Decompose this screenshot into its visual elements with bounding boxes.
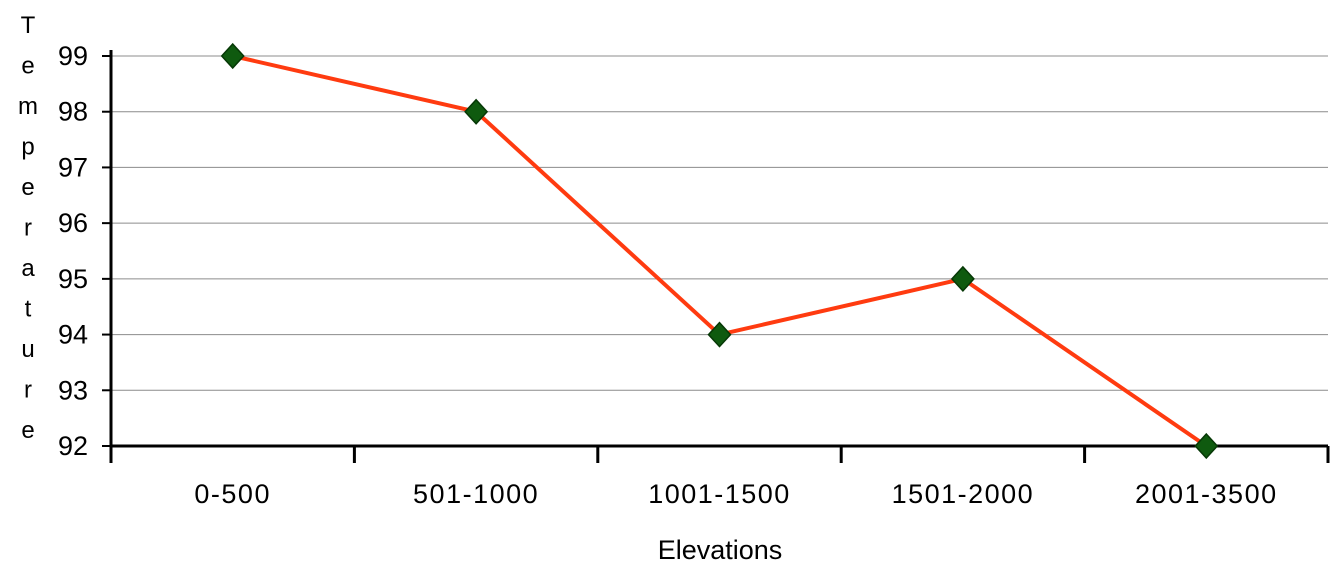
data-point-marker — [464, 98, 489, 125]
y-tick-label: 93 — [58, 375, 88, 405]
x-tick-label: 0-500 — [194, 479, 271, 509]
y-axis-title-letter: r — [24, 377, 32, 404]
x-tick-label: 1001-1500 — [648, 479, 791, 509]
y-axis-title-letter: t — [25, 296, 32, 323]
x-axis-title: Elevations — [658, 535, 783, 565]
x-tick-label: 501-1000 — [413, 479, 539, 509]
y-axis-title-letter: e — [21, 174, 34, 201]
y-axis-title-letter: e — [21, 53, 34, 80]
series-temperature — [220, 42, 1219, 460]
y-tick-label: 92 — [58, 431, 88, 461]
y-tick-labels: 92 93 94 95 96 97 98 99 — [58, 41, 88, 461]
axes — [102, 50, 1330, 463]
y-axis-title-letter: p — [21, 134, 34, 161]
y-axis-title-letter: u — [21, 336, 34, 363]
y-tick-label: 94 — [58, 320, 88, 350]
y-axis-title-letter: T — [21, 12, 36, 39]
data-point-marker — [1194, 432, 1219, 460]
y-tick-label: 96 — [58, 208, 88, 238]
data-point-marker — [707, 321, 732, 348]
y-tick-label: 99 — [58, 41, 88, 71]
y-axis-title-letter: m — [18, 93, 38, 120]
y-tick-label: 95 — [58, 264, 88, 294]
gridlines — [111, 55, 1328, 391]
data-point-marker — [950, 265, 975, 292]
y-axis-title-letter: a — [21, 255, 35, 282]
y-tick-label: 98 — [58, 97, 88, 127]
series-line — [232, 54, 1208, 448]
x-tick-labels: 0-500 501-1000 1001-1500 1501-2000 2001-3500 — [194, 479, 1278, 509]
data-point-marker — [220, 42, 245, 70]
x-tick-label: 1501-2000 — [892, 479, 1035, 509]
y-axis-title-letter: r — [24, 215, 32, 242]
y-tick-label: 97 — [58, 152, 88, 182]
x-tick-label: 2001-3500 — [1135, 479, 1278, 509]
y-axis-title-letter: e — [21, 417, 34, 444]
